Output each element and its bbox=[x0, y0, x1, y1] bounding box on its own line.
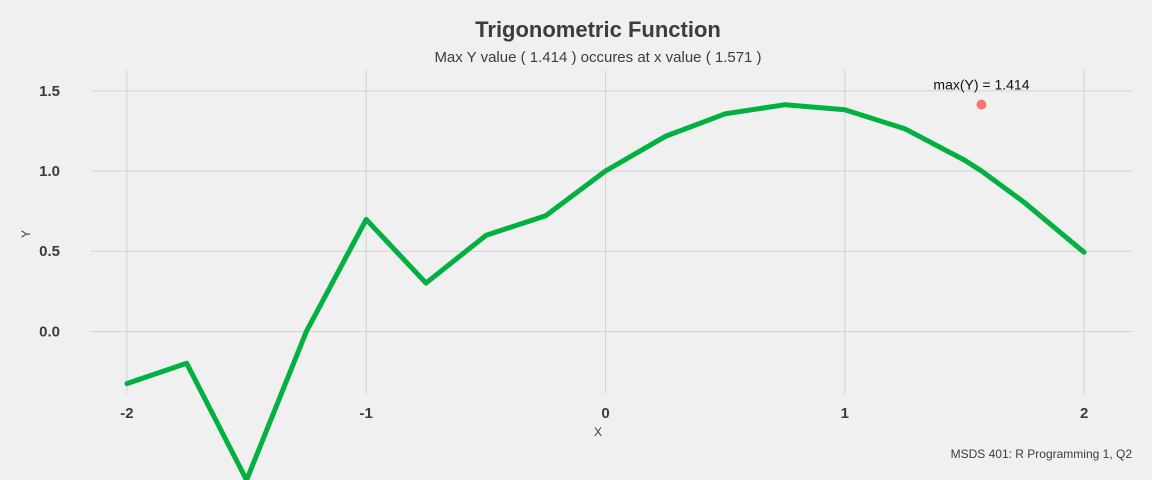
y-tick-label: 1.0 bbox=[39, 163, 60, 180]
x-tick-label: 0 bbox=[601, 405, 609, 422]
y-axis-title: Y bbox=[19, 230, 33, 238]
grid bbox=[91, 70, 1132, 394]
chart-title: Trigonometric Function bbox=[475, 17, 721, 42]
x-tick-label: 1 bbox=[841, 405, 849, 422]
y-tick-label: 1.5 bbox=[39, 83, 60, 100]
x-tick-labels: -2 -1 0 1 2 bbox=[120, 405, 1088, 422]
y-tick-label: 0.5 bbox=[39, 243, 60, 260]
x-tick-label: -2 bbox=[120, 405, 133, 422]
max-point-label: max(Y) = 1.414 bbox=[933, 77, 1029, 93]
x-tick-label: 2 bbox=[1080, 405, 1088, 422]
chart-subtitle: Max Y value ( 1.414 ) occures at x value… bbox=[434, 49, 761, 66]
series-layer bbox=[124, 102, 1087, 480]
x-tick-label: -1 bbox=[360, 405, 373, 422]
x-axis-title: X bbox=[594, 425, 602, 439]
chart-caption: MSDS 401: R Programming 1, Q2 bbox=[951, 447, 1133, 461]
y-tick-label: 0.0 bbox=[39, 323, 60, 340]
y-tick-labels: 0.0 0.5 1.0 1.5 bbox=[39, 83, 60, 341]
series-line bbox=[124, 102, 1087, 480]
max-point-marker bbox=[976, 99, 987, 110]
